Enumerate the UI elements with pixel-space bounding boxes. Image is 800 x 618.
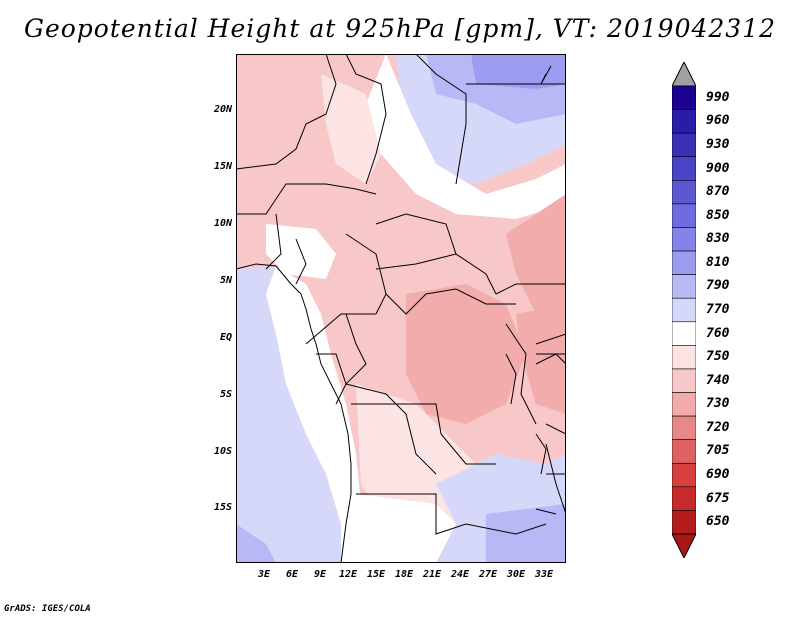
colorbar-segment [672,415,696,440]
field-northeast-corner [471,54,566,89]
lon-label: 33E [534,569,554,580]
field-south-coast-white [356,494,456,563]
credit-text: GrADS: IGES/COLA [4,604,91,614]
colorbar-level-label: 740 [706,372,730,388]
lat-label: 15N [213,161,232,172]
colorbar-level-label: 790 [706,278,730,294]
field-southeast-deep [486,504,566,563]
field-east-dark [506,194,566,334]
colorbar-segment [672,132,696,158]
lon-label: 9E [313,569,327,580]
lon-label: 21E [422,569,442,580]
colorbar-segment [672,227,696,252]
colorbar-segment [672,85,696,110]
colorbar-level-label: 650 [706,514,730,530]
colorbar-segment [672,250,696,275]
lon-label: 18E [394,569,414,580]
field-north-white [366,54,566,219]
chart-title: Geopotential Height at 925hPa [gpm], VT:… [23,14,777,43]
colorbar-level-label: 730 [706,396,730,412]
colorbar-level-label: 990 [706,89,730,105]
border-lines [236,54,566,535]
colorbar-segment [672,510,696,535]
colorbar-level-label: 930 [706,136,730,152]
lon-label: 3E [257,569,271,580]
colorbar-level-label: 870 [706,184,730,200]
lon-label: 6E [285,569,299,580]
colorbar-segment [672,274,696,299]
colorbar-segment [672,486,696,511]
colorbar-segment [672,297,696,323]
coastline [236,65,566,563]
lat-label: EQ [219,332,232,343]
colorbar-bottom-arrow [672,533,696,558]
colorbar-top-arrow [672,62,696,87]
lat-label: 15S [213,502,232,513]
colorbar-level-label: 705 [706,443,730,459]
colorbar-level-label: 675 [706,490,730,506]
lon-label: 27E [478,569,498,580]
field-southwest-corner [236,524,276,563]
colorbar-level-label: 960 [706,113,730,129]
colorbar-segment [672,345,696,370]
colorbar-segment [672,462,696,488]
lat-label: 10N [213,218,232,229]
colorbar-segment [672,368,696,393]
lon-label: 24E [450,569,470,580]
lat-label: 10S [213,446,232,457]
colorbar-level-label: 850 [706,207,730,223]
lon-label: 30E [506,569,526,580]
lat-label: 5N [219,275,232,286]
colorbar-level-label: 690 [706,467,730,483]
lon-label: 15E [366,569,386,580]
field-west-coast-white [266,266,361,563]
colorbar-segment [672,180,696,205]
lon-label: 12E [338,569,358,580]
colorbar-level-label: 720 [706,419,730,435]
colorbar-level-label: 810 [706,254,730,270]
colorbar-segment [672,203,696,228]
colorbar-segment [672,156,696,181]
colorbar-segment [672,439,696,464]
colorbar-level-label: 830 [706,231,730,247]
colorbar [672,62,696,558]
colorbar-level-label: 900 [706,160,730,176]
field-central-dark [406,284,526,424]
colorbar-level-label: 750 [706,349,730,365]
field-sahel-white [321,74,381,184]
colorbar-level-label: 760 [706,325,730,341]
map-frame [236,54,566,563]
colorbar-level-label: 770 [706,302,730,317]
field-rift-dark [516,304,566,414]
lat-label: 20N [213,104,232,115]
lat-label: 5S [219,389,232,400]
colorbar-segment [672,392,696,417]
colorbar-segment [672,109,696,134]
field-west-ocean-blue [236,266,341,563]
height-map [236,54,566,563]
colorbar-segment [672,321,696,346]
